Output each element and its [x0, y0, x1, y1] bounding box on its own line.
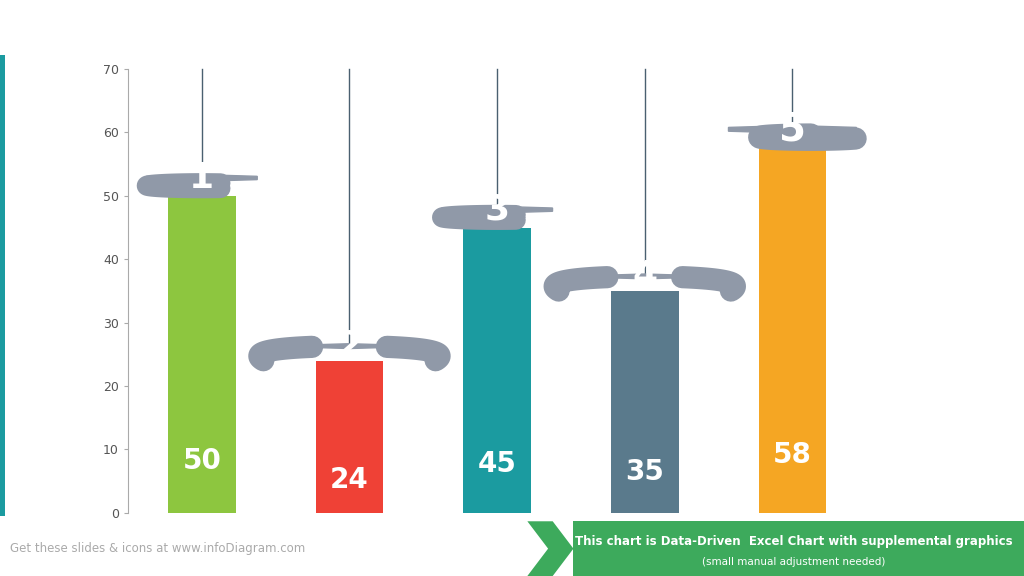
Text: Get these slides & icons at www.infoDiagram.com: Get these slides & icons at www.infoDiag…: [10, 542, 305, 555]
Text: 35: 35: [626, 458, 665, 486]
Bar: [611, 291, 679, 513]
Text: 1: 1: [189, 161, 214, 195]
Legend: Series 1, Series 2, Series 3, Series 4, Series 5: Series 1, Series 2, Series 3, Series 4, …: [186, 540, 753, 567]
Polygon shape: [146, 175, 257, 181]
Polygon shape: [309, 344, 390, 348]
Text: 5: 5: [779, 111, 806, 148]
Bar: [463, 228, 531, 513]
Text: 3: 3: [484, 192, 510, 226]
Text: 45: 45: [477, 450, 516, 479]
Polygon shape: [527, 521, 573, 576]
Polygon shape: [604, 274, 685, 279]
Text: 50: 50: [182, 446, 221, 475]
Bar: [315, 361, 383, 513]
Text: This chart is Data-Driven  Excel Chart with supplemental graphics: This chart is Data-Driven Excel Chart wi…: [574, 535, 1013, 548]
Bar: [168, 196, 236, 513]
Text: 2: 2: [337, 329, 362, 363]
Text: 58: 58: [773, 441, 812, 468]
Text: 24: 24: [330, 467, 369, 494]
Polygon shape: [441, 206, 553, 213]
Polygon shape: [728, 126, 856, 133]
Bar: [759, 145, 826, 513]
Text: (small manual adjustment needed): (small manual adjustment needed): [701, 558, 886, 567]
Text: 4: 4: [632, 259, 657, 293]
